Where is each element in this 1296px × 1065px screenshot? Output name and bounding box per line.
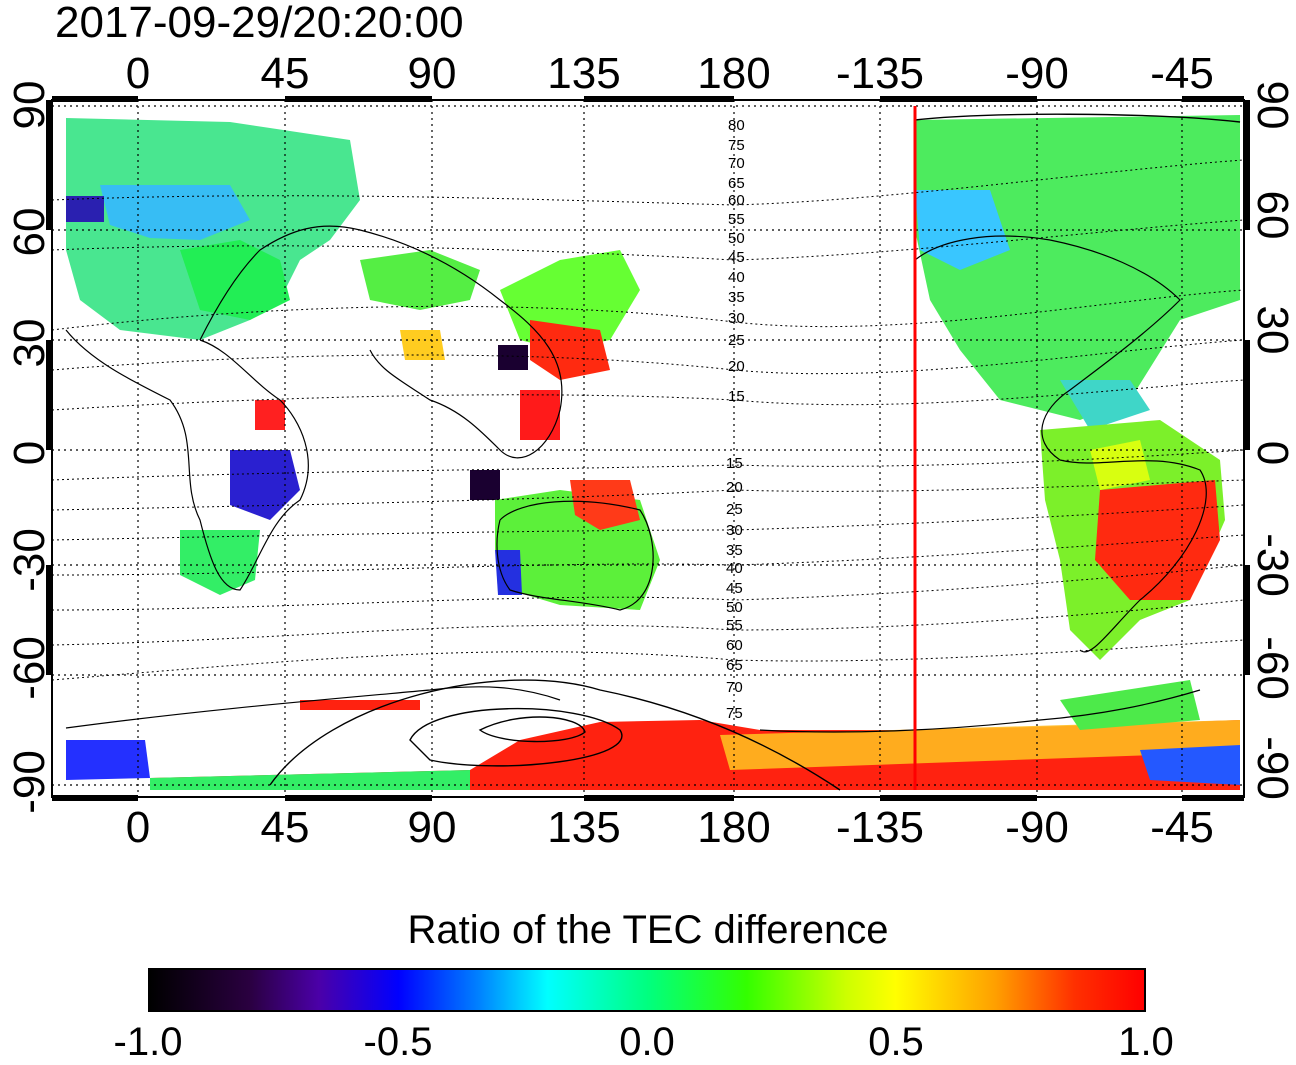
contour-label-north: 15 — [728, 388, 745, 405]
top-lon-tick: -45 — [1150, 49, 1214, 98]
data-patch-ross — [1140, 745, 1240, 785]
contour-label-north: 25 — [728, 332, 745, 349]
contour-label-north: 80 — [728, 117, 745, 134]
colorbar-tick: 0.5 — [868, 1020, 924, 1064]
data-patch-north-atlantic — [66, 196, 104, 222]
contour-labels: 8075706560555045403530252015152025303540… — [726, 117, 745, 722]
data-patch-north-australia — [570, 480, 640, 530]
top-lon-tick: 135 — [547, 49, 621, 98]
contour-label-north: 40 — [728, 269, 745, 286]
contour-label-south: 60 — [726, 637, 743, 654]
data-patch-amazon — [1090, 440, 1150, 490]
colorbar-tick: 0.0 — [619, 1020, 675, 1064]
contour-label-south: 45 — [726, 580, 743, 597]
data-patch-sumatra — [470, 470, 500, 500]
data-patch-central-asia — [360, 250, 480, 310]
data-patch-gulf — [1060, 380, 1150, 430]
data-patch-brazil — [1095, 480, 1220, 600]
coastlines — [65, 225, 1207, 733]
top-lon-tick: 180 — [697, 49, 771, 98]
frame-bars — [46, 96, 1250, 801]
colorbar — [148, 968, 1146, 1012]
contour-label-north: 50 — [728, 230, 745, 247]
contour-label-north: 75 — [728, 137, 745, 154]
bottom-lon-tick: -135 — [835, 803, 925, 852]
data-patch-east-china — [530, 320, 610, 380]
contour-label-south: 25 — [726, 501, 743, 518]
data-patch-weddell — [66, 740, 150, 780]
top-lon-tick: -90 — [1005, 49, 1069, 98]
bottom-lon-tick: 135 — [547, 803, 621, 852]
data-patch-east-africa — [230, 450, 300, 520]
contour-label-south: 30 — [726, 522, 743, 539]
graticule — [52, 100, 1244, 797]
data-patch-south-africa — [180, 530, 260, 595]
map-title: 2017-09-29/20:20:00 — [55, 0, 464, 47]
contour-label-south: 65 — [726, 657, 743, 674]
contour-label-south: 55 — [726, 617, 743, 634]
top-lon-tick: 0 — [125, 49, 151, 98]
contour-label-north: 20 — [728, 358, 745, 375]
contour-label-north: 65 — [728, 175, 745, 192]
auroral-contours — [269, 113, 1241, 791]
contour-label-north: 70 — [728, 155, 745, 172]
top-lon-tick: -135 — [835, 49, 925, 98]
bottom-lon-tick: -90 — [1005, 803, 1069, 852]
contour-label-north: 60 — [728, 192, 745, 209]
colorbar-tick: -1.0 — [113, 1020, 183, 1064]
data-patch-antarctic-spot — [300, 700, 420, 710]
contour-label-south: 75 — [726, 705, 743, 722]
data-patch-india-north — [400, 330, 445, 360]
bottom-lon-tick: 90 — [407, 803, 457, 852]
contour-label-south: 50 — [726, 599, 743, 616]
colorbar-tick: 1.0 — [1118, 1020, 1174, 1064]
bottom-lon-tick: 0 — [125, 803, 151, 852]
data-layer — [52, 100, 1244, 797]
contour-label-south: 70 — [726, 679, 743, 696]
bottom-lon-tick: 45 — [260, 803, 310, 852]
contour-label-south: 15 — [726, 455, 743, 472]
data-patch-peninsula — [1060, 680, 1200, 730]
contour-label-north: 35 — [728, 289, 745, 306]
contour-label-south: 20 — [726, 479, 743, 496]
data-patch-west-australia — [495, 550, 522, 595]
contour-label-south: 40 — [726, 560, 743, 577]
bottom-lon-tick: 180 — [697, 803, 771, 852]
contour-label-north: 45 — [728, 249, 745, 266]
magnetic-contours — [52, 159, 1244, 681]
top-lon-tick: 45 — [260, 49, 310, 98]
data-patch-north-america — [915, 115, 1240, 420]
data-patch-horn — [255, 400, 285, 430]
colorbar-tick: -0.5 — [363, 1020, 433, 1064]
contour-label-south: 35 — [726, 542, 743, 559]
colorbar-title: Ratio of the TEC difference — [407, 908, 889, 952]
contour-label-north: 30 — [728, 310, 745, 327]
bottom-lon-tick: -45 — [1150, 803, 1214, 852]
contour-label-north: 55 — [728, 211, 745, 228]
data-patch-alaska — [915, 190, 1010, 270]
top-lon-tick: 90 — [407, 49, 457, 98]
data-patch-sea — [520, 390, 560, 440]
data-patch-indochina — [498, 345, 528, 370]
